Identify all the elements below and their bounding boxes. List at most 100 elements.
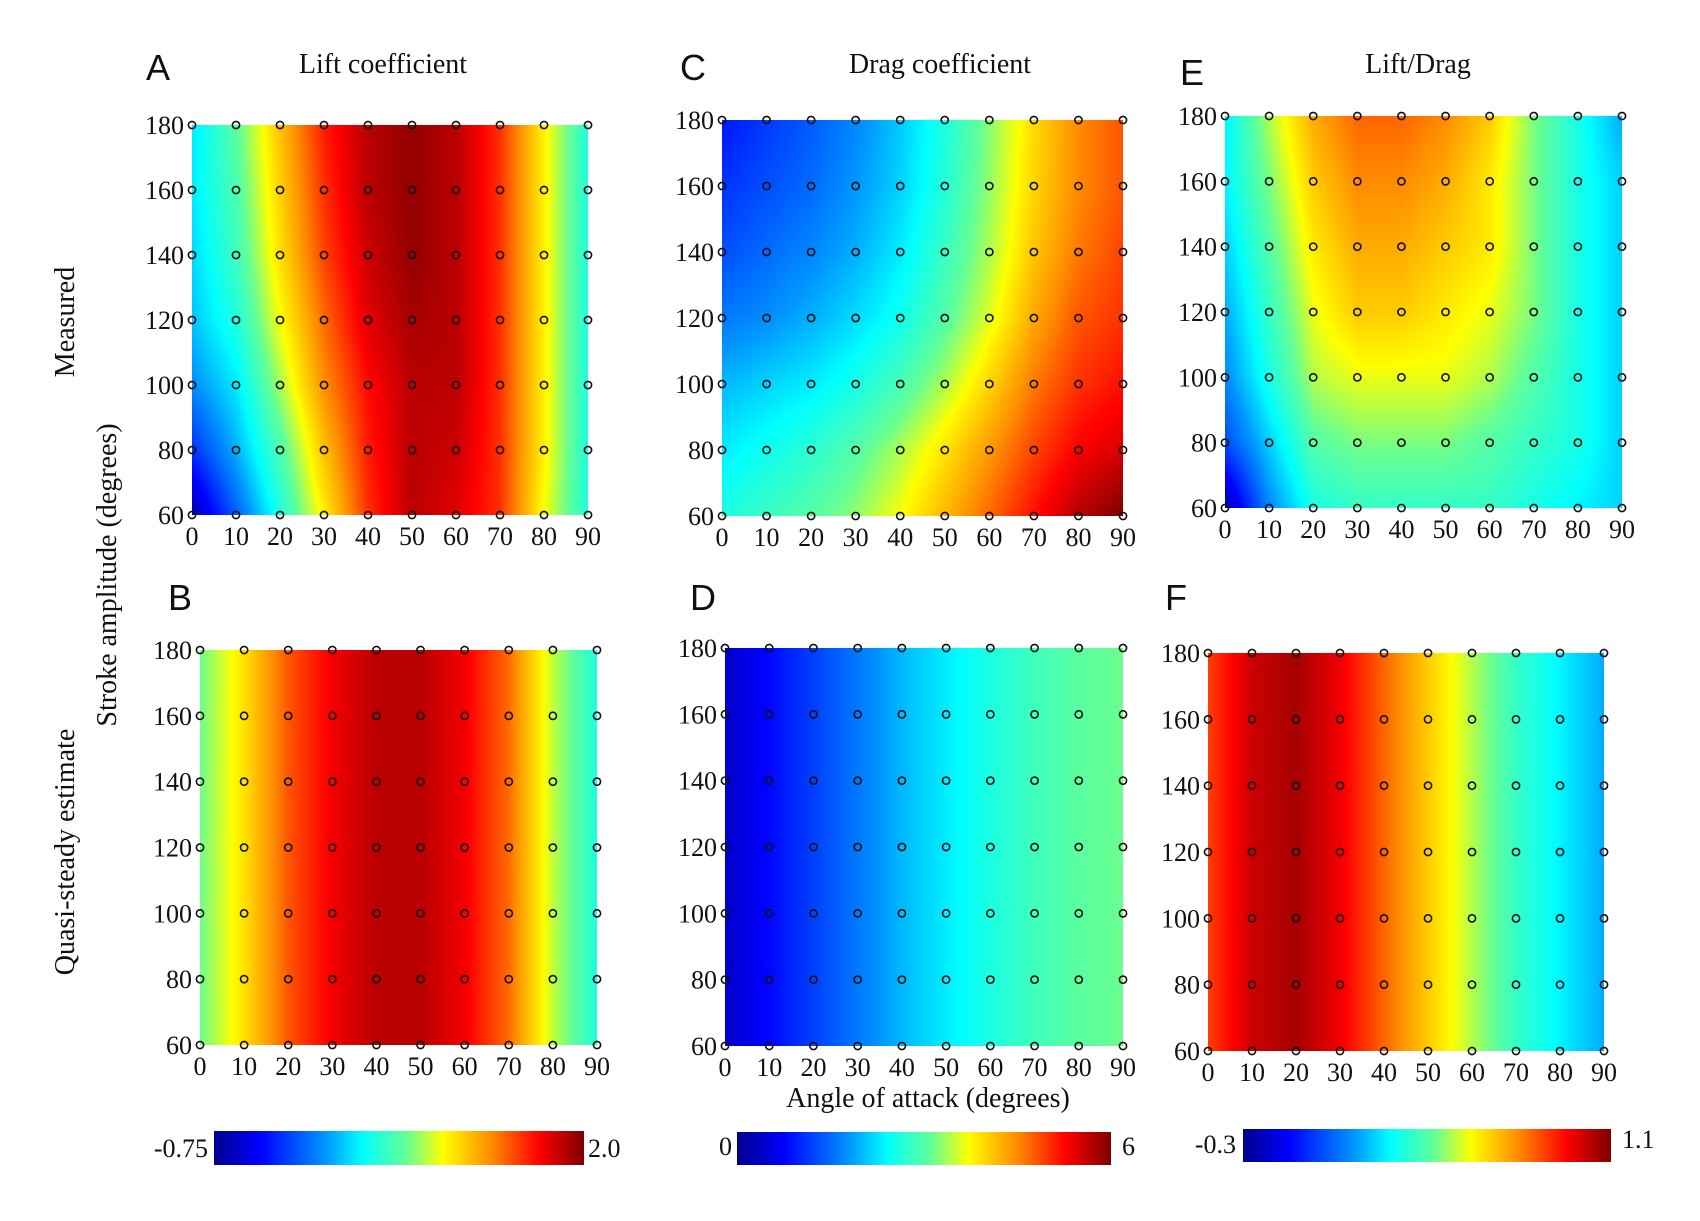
- sample-point: [416, 1040, 425, 1050]
- x-tick-label: 40: [363, 1052, 389, 1081]
- sample-point: [495, 380, 505, 390]
- sample-point: [1335, 847, 1345, 857]
- row-label-quasi-steady: Quasi-steady estimate: [50, 729, 81, 975]
- x-tick-label: 10: [756, 1053, 782, 1082]
- y-tick-label: 80: [1174, 971, 1200, 1000]
- sample-point: [984, 313, 994, 323]
- sample-point: [275, 315, 285, 325]
- sample-point: [1291, 980, 1301, 990]
- x-tick-label: 50: [932, 523, 958, 552]
- sample-point: [416, 843, 425, 852]
- sample-point: [1029, 313, 1039, 323]
- sample-point: [1118, 445, 1128, 455]
- x-tick-label: 20: [1283, 1058, 1309, 1087]
- sample-point: [327, 645, 337, 655]
- x-tick-label: 30: [843, 523, 869, 552]
- y-tick-label: 100: [145, 371, 184, 400]
- sample-point: [1511, 714, 1521, 724]
- sample-point: [762, 247, 771, 257]
- sample-point: [1467, 847, 1477, 857]
- sample-point: [416, 711, 425, 721]
- shared-x-axis-label: Angle of attack (degrees): [786, 1083, 1070, 1114]
- sample-point: [1555, 648, 1565, 658]
- sample-point: [897, 908, 907, 918]
- sample-point: [1617, 372, 1627, 382]
- sample-point: [764, 776, 774, 786]
- panel-D: D 0 10 20 30 40 50 60 70 80 90 60 80 100 120 140 160 180: [678, 577, 1136, 1082]
- sample-point: [1617, 111, 1627, 121]
- sample-point: [231, 315, 241, 325]
- sample-point: [851, 511, 861, 521]
- sample-point: [231, 120, 241, 130]
- sample-point: [372, 974, 381, 984]
- sample-point: [895, 247, 905, 257]
- sample-point: [504, 645, 514, 655]
- sample-point: [940, 379, 950, 389]
- sample-point: [853, 908, 863, 918]
- sample-point: [1074, 445, 1083, 455]
- sample-point: [984, 379, 994, 389]
- sample-point: [1467, 1046, 1477, 1056]
- y-tick-label: 60: [158, 501, 184, 530]
- sample-point: [460, 645, 470, 655]
- sample-point: [1220, 438, 1230, 448]
- colorbar-gradient: [1243, 1129, 1611, 1162]
- sample-point: [1247, 1046, 1257, 1056]
- x-tick-label: 60: [976, 523, 1002, 552]
- y-tick-label: 180: [145, 111, 184, 140]
- sample-point: [539, 510, 549, 520]
- sample-point: [1118, 908, 1128, 918]
- sample-point: [407, 510, 417, 520]
- sample-point: [1030, 908, 1039, 918]
- sample-point: [451, 380, 461, 390]
- sample-point: [1220, 176, 1230, 186]
- sample-point: [451, 185, 461, 195]
- sample-point: [1573, 372, 1583, 382]
- sample-point: [583, 120, 593, 130]
- sample-point: [239, 1040, 249, 1050]
- sample-point: [231, 185, 241, 195]
- sample-point: [1573, 111, 1583, 121]
- y-tick-label: 60: [688, 502, 714, 531]
- sample-point: [1074, 379, 1083, 389]
- sample-point: [1529, 307, 1539, 317]
- sample-point: [1030, 709, 1039, 719]
- x-tick-label: 40: [355, 522, 381, 551]
- sample-point: [1264, 176, 1274, 186]
- sample-point: [1308, 307, 1318, 317]
- sample-point: [1352, 503, 1362, 513]
- sample-point: [239, 843, 249, 852]
- sample-point: [231, 445, 241, 455]
- x-tick-label: 10: [223, 522, 249, 551]
- sample-point: [187, 380, 197, 390]
- sample-point: [984, 247, 994, 257]
- sample-point: [187, 250, 197, 260]
- y-tick-label: 80: [688, 436, 714, 465]
- sample-point: [851, 379, 861, 389]
- sample-point: [1074, 908, 1084, 918]
- sample-point: [985, 842, 995, 852]
- sample-point: [1485, 438, 1495, 448]
- sample-point: [717, 247, 727, 257]
- sample-point: [1423, 980, 1433, 990]
- sample-point: [1397, 372, 1406, 382]
- sample-point: [195, 777, 205, 787]
- sample-point: [1485, 307, 1495, 317]
- sample-point: [1617, 176, 1627, 186]
- sample-point: [1529, 242, 1539, 252]
- sample-point: [1423, 781, 1433, 791]
- sample-point: [231, 250, 241, 260]
- sample-point: [1247, 913, 1257, 923]
- sample-point: [407, 185, 417, 195]
- x-tick-label: 10: [1256, 515, 1282, 544]
- x-tick-label: 0: [719, 1053, 732, 1082]
- x-tick-label: 70: [1021, 523, 1047, 552]
- sample-point: [940, 511, 950, 521]
- sample-point: [1529, 111, 1539, 121]
- sample-point: [504, 711, 514, 721]
- sample-point: [1308, 176, 1318, 186]
- sample-point: [283, 711, 293, 721]
- sample-point: [895, 181, 905, 191]
- sample-point: [941, 908, 951, 918]
